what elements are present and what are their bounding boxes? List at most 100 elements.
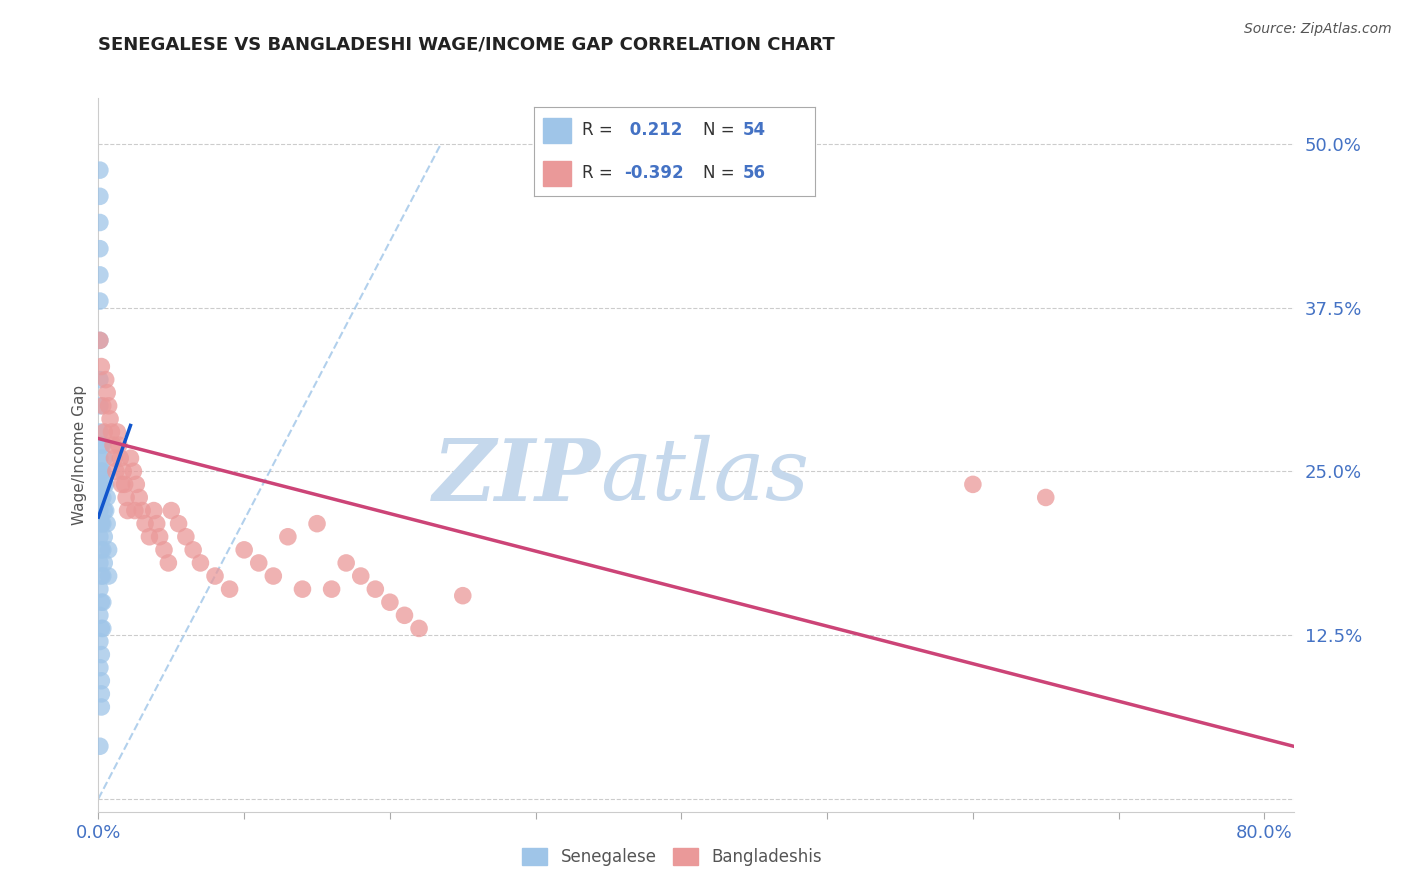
Point [90, 516, 112, 531]
Point [262, 569, 284, 583]
Point [115, 491, 138, 505]
Point [90, 673, 112, 688]
Point [291, 582, 314, 596]
Point [89, 608, 111, 623]
Text: R =: R = [582, 121, 613, 139]
Point [204, 569, 226, 583]
Bar [543, 118, 571, 143]
Point [100, 425, 122, 439]
Point [89, 242, 111, 256]
Point [105, 425, 128, 439]
Point [93, 503, 115, 517]
Point [89, 582, 111, 596]
Point [93, 530, 115, 544]
Point [157, 556, 180, 570]
Point [91, 569, 114, 583]
Point [364, 582, 387, 596]
Point [89, 425, 111, 439]
Point [90, 464, 112, 478]
Point [93, 451, 115, 466]
Point [89, 661, 111, 675]
Point [103, 451, 125, 466]
Text: atlas: atlas [600, 435, 810, 517]
Text: R =: R = [582, 164, 613, 182]
Point [91, 516, 114, 531]
Point [90, 621, 112, 635]
Point [124, 503, 146, 517]
Text: 56: 56 [742, 164, 765, 182]
Point [94, 477, 117, 491]
Point [108, 438, 131, 452]
Point [335, 556, 357, 570]
Point [350, 569, 373, 583]
Point [90, 491, 112, 505]
Point [89, 334, 111, 348]
Point [89, 294, 111, 309]
Text: 0.212: 0.212 [624, 121, 683, 139]
Point [91, 491, 114, 505]
Point [90, 542, 112, 557]
Point [97, 542, 120, 557]
Point [89, 634, 111, 648]
Text: 54: 54 [742, 121, 765, 139]
Point [90, 595, 112, 609]
Point [90, 687, 112, 701]
Point [91, 542, 114, 557]
Point [93, 425, 115, 439]
Point [98, 412, 121, 426]
Point [962, 477, 984, 491]
Point [114, 477, 136, 491]
Point [89, 215, 111, 229]
Point [93, 556, 115, 570]
Point [142, 503, 165, 517]
Point [94, 373, 117, 387]
Bar [543, 161, 571, 186]
Point [111, 477, 134, 491]
Point [138, 530, 160, 544]
Legend: Senegalese, Bangladeshis: Senegalese, Bangladeshis [513, 840, 831, 875]
Point [122, 464, 145, 478]
Point [94, 503, 117, 517]
Point [89, 451, 111, 466]
Point [91, 595, 114, 609]
Point [96, 516, 118, 531]
Point [89, 530, 111, 544]
Point [160, 503, 183, 517]
Point [89, 503, 111, 517]
Point [90, 700, 112, 714]
Point [174, 530, 197, 544]
Text: N =: N = [703, 121, 734, 139]
Point [90, 464, 112, 478]
Point [89, 556, 111, 570]
Text: SENEGALESE VS BANGLADESHI WAGE/INCOME GAP CORRELATION CHART: SENEGALESE VS BANGLADESHI WAGE/INCOME GA… [98, 36, 835, 54]
Point [117, 503, 139, 517]
Point [128, 491, 150, 505]
Point [96, 491, 118, 505]
Point [93, 477, 115, 491]
Point [451, 589, 474, 603]
Point [134, 516, 156, 531]
Point [90, 569, 112, 583]
Point [149, 530, 172, 544]
Point [89, 268, 111, 282]
Point [1035, 491, 1057, 505]
Point [321, 582, 343, 596]
Point [394, 608, 416, 623]
Point [90, 516, 112, 531]
Point [305, 516, 328, 531]
Y-axis label: Wage/Income Gap: Wage/Income Gap [72, 384, 87, 525]
Point [90, 648, 112, 662]
Point [89, 739, 111, 754]
Text: Source: ZipAtlas.com: Source: ZipAtlas.com [1244, 22, 1392, 37]
Point [89, 373, 111, 387]
Point [97, 399, 120, 413]
Point [101, 438, 124, 452]
Point [91, 464, 114, 478]
Point [97, 569, 120, 583]
Point [167, 516, 190, 531]
Point [277, 530, 299, 544]
Point [104, 464, 127, 478]
Point [190, 556, 212, 570]
Point [408, 621, 430, 635]
Point [91, 438, 114, 452]
